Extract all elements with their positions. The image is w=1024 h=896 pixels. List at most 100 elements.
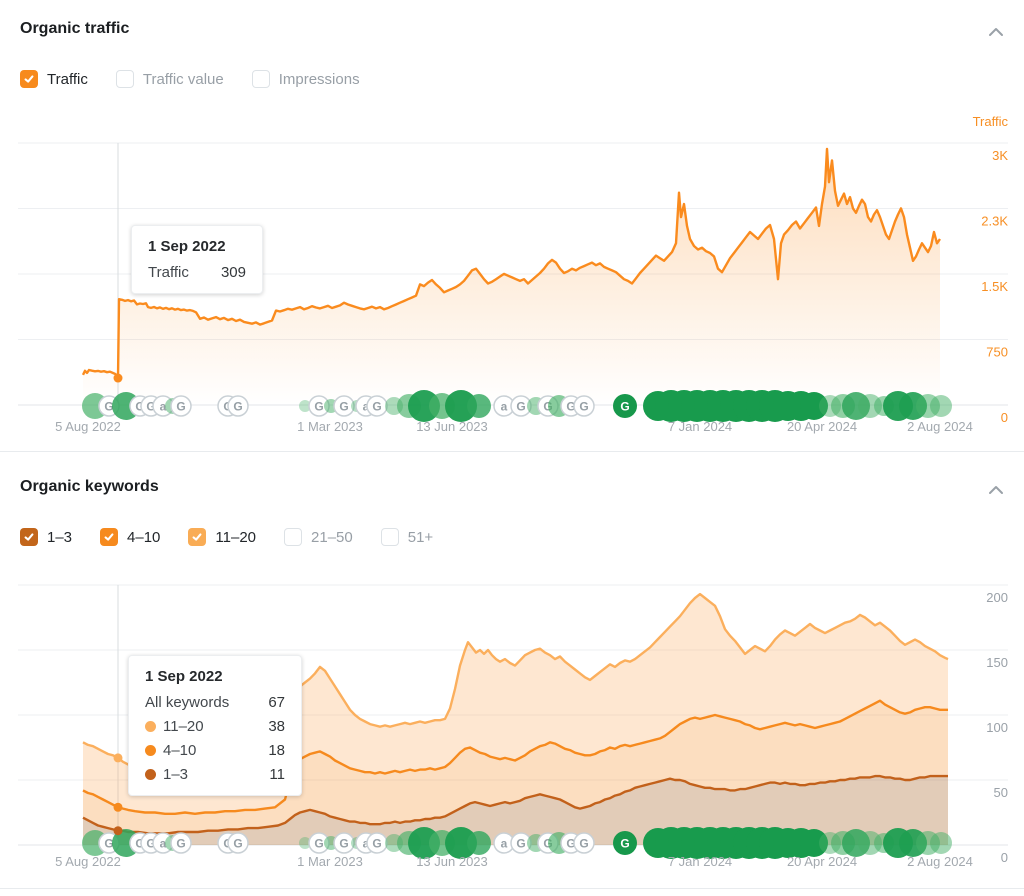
y-axis-labels: 3K 2.3K 1.5K 750 0 Traffic: [973, 114, 1009, 425]
svg-text:3K: 3K: [992, 148, 1008, 163]
organic-traffic-chart[interactable]: 3K 2.3K 1.5K 750 0 Traffic GGGaGGGGGaGaGGGGG5 …: [0, 100, 1024, 450]
svg-text:G: G: [176, 837, 185, 851]
checked-checkbox-icon[interactable]: [188, 528, 207, 546]
svg-text:a: a: [160, 400, 167, 414]
svg-text:2 Aug 2024: 2 Aug 2024: [907, 419, 973, 434]
tooltip-date: 1 Sep 2022: [148, 238, 226, 255]
svg-text:G: G: [566, 400, 575, 414]
svg-text:13 Jun 2023: 13 Jun 2023: [416, 854, 488, 869]
svg-text:G: G: [620, 400, 629, 414]
tooltip-row-value: 309: [220, 264, 246, 281]
svg-text:7 Jan 2024: 7 Jan 2024: [668, 419, 732, 434]
svg-text:a: a: [363, 400, 370, 414]
tooltip-rows: Traffic 309: [148, 264, 246, 281]
unchecked-checkbox-icon[interactable]: [380, 528, 399, 546]
svg-text:G: G: [372, 837, 381, 851]
svg-text:7 Jan 2024: 7 Jan 2024: [668, 854, 732, 869]
chevron-up-icon: [988, 25, 1004, 40]
svg-text:a: a: [160, 837, 167, 851]
checkbox-label: 11–20: [215, 528, 257, 546]
svg-text:0: 0: [1001, 850, 1008, 865]
checkbox-label: Impressions: [278, 70, 360, 88]
hover-point-dots: [113, 373, 123, 383]
svg-text:0: 0: [1001, 410, 1008, 425]
checked-checkbox-icon[interactable]: [100, 528, 119, 546]
svg-text:G: G: [543, 837, 552, 851]
tooltip-row-label: Traffic: [148, 264, 189, 281]
chart-tooltip: 1 Sep 2022 Traffic 309: [131, 225, 263, 294]
tooltip-row-value: 67: [268, 694, 285, 711]
svg-text:G: G: [314, 837, 323, 851]
tooltip-row: Traffic 309: [148, 264, 246, 281]
svg-text:G: G: [233, 837, 242, 851]
svg-text:5 Aug 2022: 5 Aug 2022: [55, 419, 121, 434]
tooltip-row: 4–10 18: [145, 742, 285, 759]
svg-text:G: G: [339, 837, 348, 851]
svg-text:G: G: [146, 837, 155, 851]
checked-checkbox-icon[interactable]: [20, 528, 38, 546]
panel-bottom-divider: [0, 888, 1024, 889]
series-color-dot-icon: [145, 769, 156, 780]
series-areas: [83, 149, 940, 405]
svg-text:G: G: [339, 400, 348, 414]
organic-traffic-title: Organic traffic: [20, 20, 130, 37]
svg-text:150: 150: [986, 655, 1008, 670]
svg-text:2 Aug 2024: 2 Aug 2024: [907, 854, 973, 869]
tooltip-rows: All keywords 67 11–20 38 4–10 18 1–3 11: [145, 694, 285, 783]
unchecked-checkbox-icon[interactable]: [284, 528, 303, 546]
svg-text:1 Mar 2023: 1 Mar 2023: [297, 854, 363, 869]
checkbox-51+[interactable]: 51+: [380, 528, 433, 546]
x-axis-labels: 5 Aug 2022 1 Mar 2023 13 Jun 2023 7 Jan 202…: [55, 419, 973, 434]
tooltip-row-label: 11–20: [163, 718, 204, 735]
svg-text:G: G: [135, 837, 144, 851]
svg-text:G: G: [176, 400, 185, 414]
checkbox-traffic-value[interactable]: Traffic value: [115, 70, 224, 88]
checkbox-11-20[interactable]: 11–20: [188, 528, 256, 546]
x-axis-labels: 5 Aug 2022 1 Mar 2023 13 Jun 2023 7 Jan 202…: [55, 854, 973, 869]
traffic-metric-checkbox-row: Traffic Traffic value Impressions: [20, 70, 388, 88]
svg-text:G: G: [233, 400, 242, 414]
organic-keywords-chart[interactable]: 200 150 100 50 0 GGGaGGGGGaGaGGGGG5 Aug 2022 1…: [0, 560, 1024, 896]
svg-text:20 Apr 2024: 20 Apr 2024: [787, 419, 857, 434]
checkbox-label: 21–50: [311, 528, 353, 546]
checkbox-label: Traffic: [47, 70, 88, 88]
collapse-keywords-section-button[interactable]: [986, 480, 1006, 500]
unchecked-checkbox-icon[interactable]: [115, 70, 134, 88]
checkbox-4-10[interactable]: 4–10: [100, 528, 160, 546]
svg-text:100: 100: [986, 720, 1008, 735]
checkbox-traffic[interactable]: Traffic: [20, 70, 88, 88]
checkbox-21-50[interactable]: 21–50: [284, 528, 353, 546]
svg-text:G: G: [579, 837, 588, 851]
checkbox-1-3[interactable]: 1–3: [20, 528, 72, 546]
hover-point-dots: [113, 753, 123, 836]
tooltip-row: 1–3 11: [145, 766, 285, 783]
tooltip-row-value: 38: [268, 718, 285, 735]
series-color-dot-icon: [145, 721, 156, 732]
svg-text:13 Jun 2023: 13 Jun 2023: [416, 419, 488, 434]
svg-text:G: G: [372, 400, 381, 414]
svg-text:1.5K: 1.5K: [981, 279, 1008, 294]
collapse-traffic-section-button[interactable]: [986, 22, 1006, 42]
tooltip-row-value: 11: [269, 766, 285, 783]
checkbox-label: Traffic value: [142, 70, 224, 88]
svg-text:2.3K: 2.3K: [981, 214, 1008, 229]
svg-text:G: G: [146, 400, 155, 414]
svg-text:G: G: [314, 400, 323, 414]
checked-checkbox-icon[interactable]: [20, 70, 38, 88]
section-divider: [0, 451, 1024, 452]
checkbox-label: 4–10: [127, 528, 161, 546]
update-markers: GGGaGGGGGaGaGGGGG: [82, 390, 952, 422]
svg-text:G: G: [104, 400, 113, 414]
tooltip-row-label: All keywords: [145, 694, 230, 711]
series-color-dot-icon: [145, 745, 156, 756]
svg-text:a: a: [363, 837, 370, 851]
svg-text:G: G: [104, 837, 113, 851]
svg-text:G: G: [516, 837, 525, 851]
svg-text:a: a: [501, 837, 508, 851]
svg-text:1 Mar 2023: 1 Mar 2023: [297, 419, 363, 434]
checkbox-impressions[interactable]: Impressions: [251, 70, 360, 88]
unchecked-checkbox-icon[interactable]: [251, 70, 270, 88]
svg-text:G: G: [620, 837, 629, 851]
svg-text:200: 200: [986, 590, 1008, 605]
